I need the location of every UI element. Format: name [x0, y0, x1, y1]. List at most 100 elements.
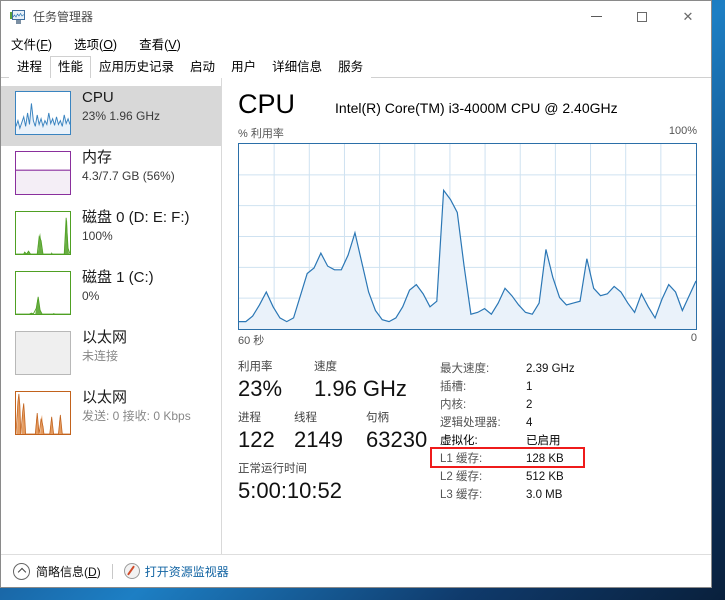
ethernet-active-text: 以太网 发送: 0 接收: 0 Kbps	[82, 386, 191, 424]
menu-item-view[interactable]: 查看(V)	[139, 38, 181, 52]
spec-max-speed-key: 最大速度:	[440, 363, 490, 375]
spec-virtualization: 虚拟化: 已启用	[440, 432, 697, 450]
fewer-details-label: 简略信息(D)	[36, 564, 101, 579]
stat-row-uptime: 正常运行时间 5:00:10:52	[238, 462, 436, 504]
stat-row-utilization-speed: 利用率 23% 速度 1.96 GHz	[238, 360, 436, 402]
tab-app-history[interactable]: 应用历史记录	[91, 56, 183, 78]
menu-file-label: 文件	[11, 38, 37, 52]
sidebar-item-cpu[interactable]: CPU 23% 1.96 GHz	[1, 86, 221, 146]
maximize-icon	[637, 11, 647, 22]
close-icon: ✕	[682, 9, 694, 24]
minimize-button[interactable]	[573, 1, 619, 32]
sidebar-item-disk0[interactable]: 磁盘 0 (D: E: F:) 100%	[1, 206, 221, 266]
window-controls: ✕	[573, 1, 711, 32]
spec-l1-cache-value: 128 KB	[526, 453, 564, 465]
cpu-utilization-graph	[238, 143, 697, 330]
close-button[interactable]: ✕	[665, 1, 711, 32]
resource-monitor-icon	[123, 563, 140, 579]
sidebar-item-ethernet-disconnected[interactable]: 以太网 未连接	[1, 326, 221, 386]
utilization-value: 23%	[238, 376, 283, 401]
sidebar-item-disk1[interactable]: 磁盘 1 (C:) 0%	[1, 266, 221, 326]
window-title: 任务管理器	[33, 10, 94, 24]
tab-strip: 进程 性能 应用历史记录 启动 用户 详细信息 服务	[1, 55, 711, 79]
speed-value: 1.96 GHz	[314, 376, 407, 401]
task-manager-window: 任务管理器 ✕ 文件(F) 选项(O) 查看(V) 进程 性能 应用历史记录 启…	[0, 0, 712, 588]
sidebar-ethernet1-title: 以太网	[82, 329, 128, 346]
spec-virtualization-value: 已启用	[526, 435, 561, 447]
maximize-button[interactable]	[619, 1, 665, 32]
spec-logical-processors-value: 4	[526, 417, 533, 429]
stat-row-processes-threads-handles: 进程 122 线程 2149 句柄 63230	[238, 411, 436, 453]
spec-l2-cache-value: 512 KB	[526, 471, 564, 483]
fewer-details-mnemonic: D	[88, 564, 97, 579]
tab-services[interactable]: 服务	[330, 56, 372, 78]
sidebar-ethernet2-title: 以太网	[82, 389, 128, 406]
ethernet-disconnected-text: 以太网 未连接	[82, 326, 127, 364]
menu-bar: 文件(F) 选项(O) 查看(V)	[1, 32, 711, 55]
fewer-details-text: 简略信息	[36, 564, 85, 579]
spec-sockets: 插槽: 1	[440, 378, 697, 396]
spec-l1-cache-key: L1 缓存:	[440, 453, 483, 465]
sidebar-cpu-title: CPU	[82, 89, 114, 106]
spec-max-speed: 最大速度: 2.39 GHz	[440, 360, 697, 378]
graph-y-axis-label: % 利用率	[238, 128, 284, 140]
utilization-label: 利用率	[238, 361, 273, 373]
tab-startup[interactable]: 启动	[182, 56, 224, 78]
handles-value: 63230	[366, 427, 428, 452]
sidebar-memory-sub: 4.3/7.7 GB (56%)	[82, 169, 175, 183]
stat-speed: 速度 1.96 GHz	[314, 360, 407, 402]
memory-thumbnail	[15, 151, 71, 195]
menu-view-mnemonic: V	[168, 38, 177, 52]
processes-label: 进程	[238, 412, 261, 424]
menu-item-file[interactable]: 文件(F)	[11, 38, 52, 52]
cpu-sidebar-text: CPU 23% 1.96 GHz	[82, 86, 160, 124]
cpu-header: CPU Intel(R) Core(TM) i3-4000M CPU @ 2.4…	[238, 78, 697, 120]
spec-l2-cache: L2 缓存: 512 KB	[440, 468, 697, 486]
disk1-sidebar-text: 磁盘 1 (C:) 0%	[82, 266, 154, 304]
cpu-stats-left: 利用率 23% 速度 1.96 GHz 进程 122	[238, 360, 436, 513]
threads-label: 线程	[294, 412, 317, 424]
sidebar-memory-title: 内存	[82, 149, 113, 166]
spec-cores-key: 内核:	[440, 399, 467, 411]
sidebar-cpu-sub: 23% 1.96 GHz	[82, 109, 161, 123]
spec-sockets-value: 1	[526, 381, 533, 393]
open-resource-monitor-button[interactable]: 打开资源监视器	[123, 563, 229, 580]
fewer-details-button[interactable]: 简略信息(D)	[13, 562, 101, 580]
sidebar-item-memory[interactable]: 内存 4.3/7.7 GB (56%)	[1, 146, 221, 206]
spec-max-speed-value: 2.39 GHz	[526, 363, 575, 375]
graph-x-end-label: 0	[690, 332, 697, 344]
status-bar: 简略信息(D) 打开资源监视器	[1, 554, 711, 587]
tab-users[interactable]: 用户	[223, 56, 265, 78]
ethernet-disconnected-thumbnail	[15, 331, 71, 375]
minimize-icon	[590, 16, 602, 17]
content-area: CPU 23% 1.96 GHz 内存 4.3/7.7 GB (56%)	[1, 78, 711, 554]
stat-threads: 线程 2149	[294, 411, 366, 453]
spec-l2-cache-key: L2 缓存:	[440, 471, 483, 483]
spec-l3-cache-value: 3.0 MB	[526, 489, 563, 501]
stat-handles: 句柄 63230	[366, 411, 427, 453]
menu-item-options[interactable]: 选项(O)	[74, 38, 118, 52]
menu-file-mnemonic: F	[40, 38, 48, 52]
cpu-stats: 利用率 23% 速度 1.96 GHz 进程 122	[238, 360, 697, 513]
disk1-thumbnail	[15, 271, 71, 315]
spec-l1-cache: L1 缓存: 128 KB	[440, 450, 697, 468]
graph-top-labels: % 利用率 100%	[238, 125, 697, 141]
spec-l3-cache: L3 缓存: 3.0 MB	[440, 486, 697, 504]
sidebar-disk1-sub: 0%	[82, 289, 100, 303]
tab-processes[interactable]: 进程	[9, 56, 51, 78]
stat-utilization: 利用率 23%	[238, 360, 314, 402]
spec-logical-processors: 逻辑处理器: 4	[440, 414, 697, 432]
graph-x-start-label: 60 秒	[238, 335, 265, 347]
task-manager-icon	[10, 9, 26, 25]
graph-bottom-labels: 60 秒 0	[238, 332, 697, 348]
cpu-spec-list: 最大速度: 2.39 GHz 插槽: 1 内核: 2 逻辑处理器:	[430, 360, 697, 513]
cpu-detail-panel: CPU Intel(R) Core(TM) i3-4000M CPU @ 2.4…	[222, 78, 711, 554]
uptime-value: 5:00:10:52	[238, 478, 342, 503]
memory-sidebar-text: 内存 4.3/7.7 GB (56%)	[82, 146, 175, 184]
uptime-label: 正常运行时间	[238, 463, 307, 475]
sidebar-item-ethernet-active[interactable]: 以太网 发送: 0 接收: 0 Kbps	[1, 386, 221, 446]
tab-performance[interactable]: 性能	[50, 56, 92, 79]
sidebar-disk1-title: 磁盘 1 (C:)	[82, 269, 154, 286]
tab-details[interactable]: 详细信息	[264, 56, 331, 78]
